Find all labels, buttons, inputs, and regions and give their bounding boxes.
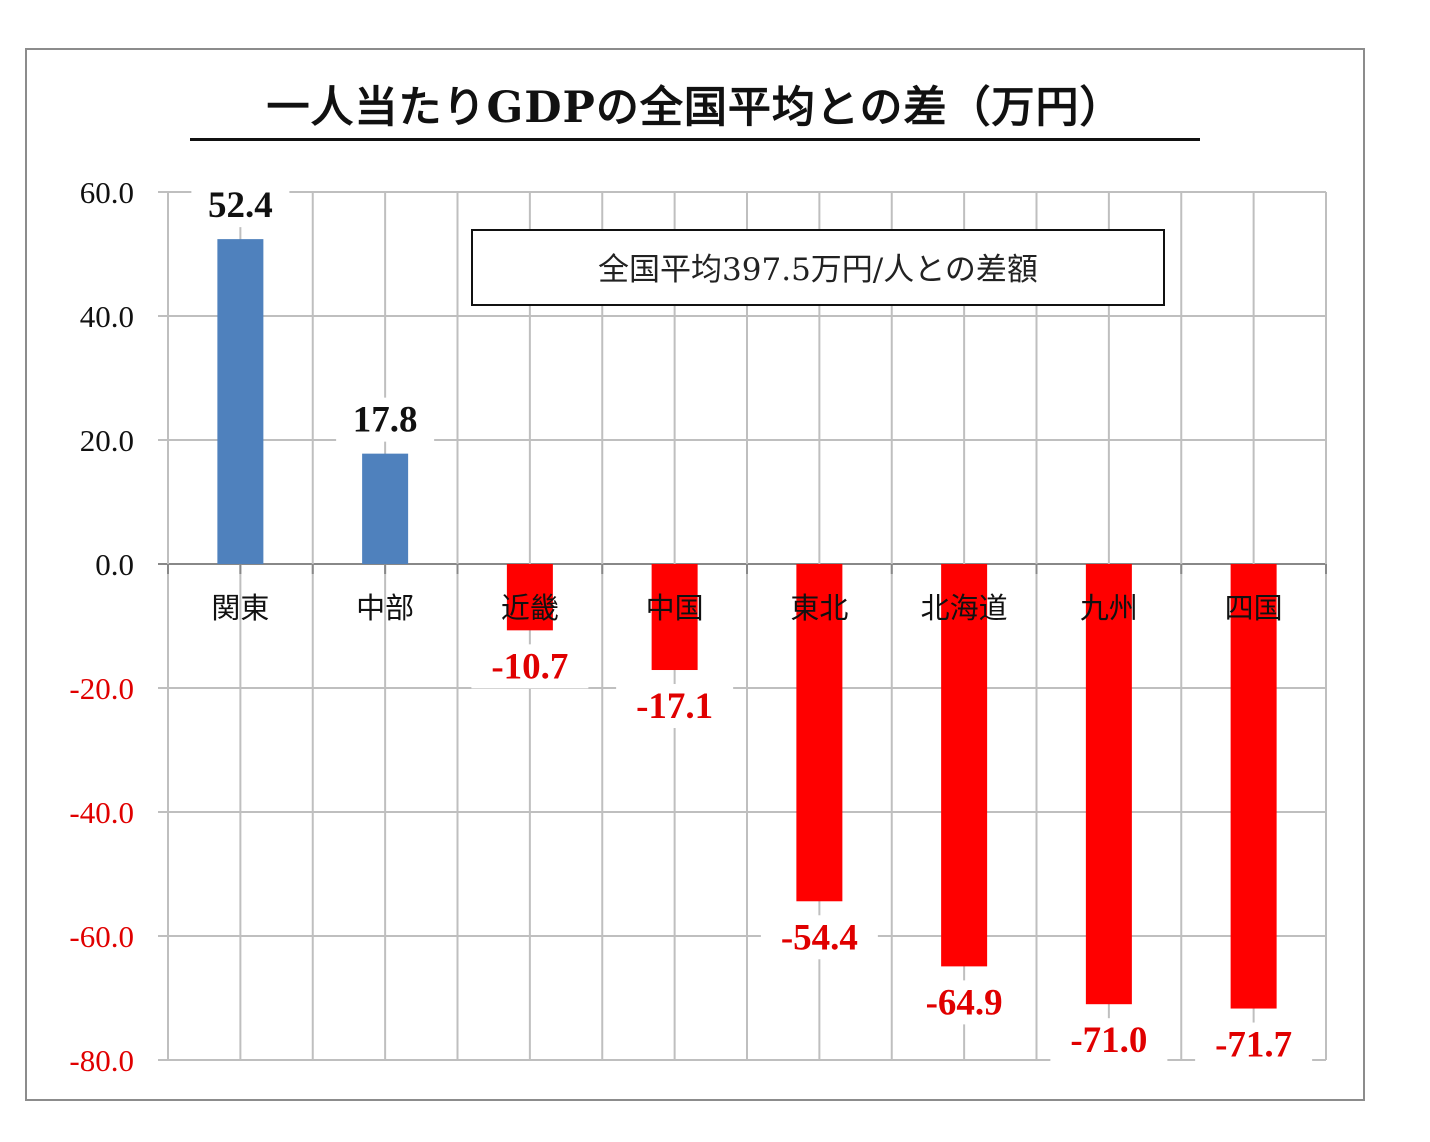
category-label: 九州 — [1080, 591, 1138, 625]
bar — [362, 453, 409, 564]
bar — [941, 564, 988, 967]
bar — [506, 564, 553, 631]
category-label: 関東 — [211, 591, 269, 625]
y-tick-label: 40.0 — [80, 299, 134, 334]
y-tick-label: 0.0 — [95, 547, 134, 582]
data-label: -10.7 — [491, 646, 568, 687]
chart-title: 一人当たりGDPの全国平均との差（万円） — [190, 82, 1200, 141]
data-label-bg — [336, 397, 435, 442]
data-label-bg — [471, 644, 589, 689]
y-tick-label: -20.0 — [69, 671, 134, 706]
bar — [217, 239, 264, 564]
category-label: 中国 — [646, 591, 704, 625]
annotation-box — [471, 229, 1165, 306]
data-label: -17.1 — [636, 686, 713, 727]
data-label-bg — [1050, 1018, 1168, 1063]
annotation-text: 全国平均397.5万円/人との差額 — [598, 252, 1038, 288]
bar — [1085, 564, 1132, 1005]
data-label: -54.4 — [781, 917, 858, 958]
data-label-bg — [760, 915, 878, 960]
category-label: 四国 — [1225, 591, 1283, 625]
y-tick-label: 60.0 — [80, 175, 134, 210]
y-tick-label: -80.0 — [69, 1043, 134, 1078]
category-label: 北海道 — [921, 591, 1008, 625]
y-tick-label: -60.0 — [69, 919, 134, 954]
y-tick-label: 20.0 — [80, 423, 134, 458]
category-label: 近畿 — [501, 591, 559, 625]
y-tick-label: -40.0 — [69, 795, 134, 830]
data-label: -71.0 — [1070, 1020, 1147, 1061]
data-label: -64.9 — [926, 982, 1003, 1023]
data-label-bg — [905, 980, 1023, 1025]
bar — [1230, 564, 1277, 1009]
data-label: -71.7 — [1215, 1025, 1292, 1066]
data-label-bg — [1195, 1022, 1313, 1067]
category-label: 東北 — [790, 591, 848, 625]
category-label: 中部 — [356, 591, 414, 625]
bar — [796, 564, 843, 902]
data-label: 17.8 — [353, 400, 418, 441]
data-label: 52.4 — [208, 185, 273, 226]
data-label-bg — [191, 183, 290, 228]
data-label-bg — [616, 684, 734, 729]
bar — [651, 564, 698, 671]
